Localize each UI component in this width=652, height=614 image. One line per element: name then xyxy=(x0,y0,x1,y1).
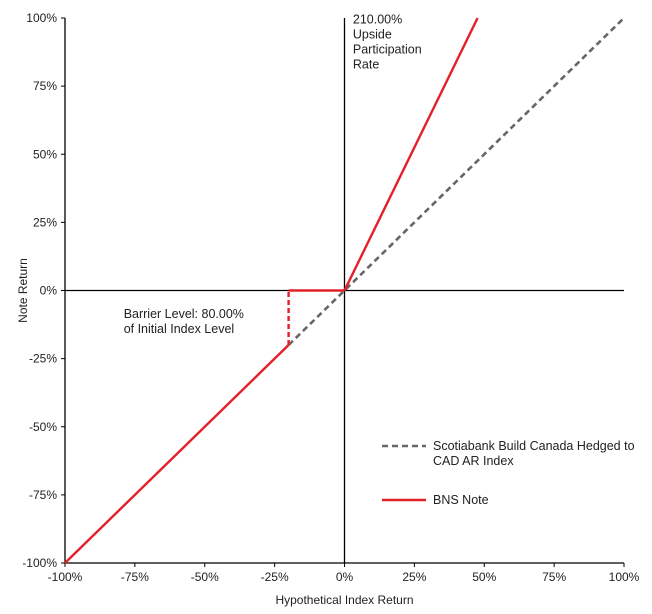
barrier-level-annotation: of Initial Index Level xyxy=(124,322,235,336)
participation-rate-annotation: Upside xyxy=(353,27,392,41)
legend-label: Scotiabank Build Canada Hedged to xyxy=(433,439,635,453)
y-tick-label: -25% xyxy=(29,352,57,366)
x-tick-label: -25% xyxy=(261,570,289,584)
x-axis-title: Hypothetical Index Return xyxy=(275,593,413,607)
y-tick-label: 100% xyxy=(26,11,57,25)
y-tick-label: 50% xyxy=(33,147,57,161)
x-tick-label: 0% xyxy=(336,570,354,584)
x-tick-label: 50% xyxy=(472,570,496,584)
barrier-level-annotation: Barrier Level: 80.00% xyxy=(124,307,244,321)
legend-label: CAD AR Index xyxy=(433,454,514,468)
y-tick-label: 0% xyxy=(40,284,58,298)
note-series-segment xyxy=(64,344,290,564)
y-tick-label: 25% xyxy=(33,215,57,229)
participation-rate-annotation: Participation xyxy=(353,42,422,56)
y-tick-label: -50% xyxy=(29,420,57,434)
x-tick-label: 25% xyxy=(402,570,426,584)
x-tick-label: 100% xyxy=(609,570,640,584)
x-tick-label: 75% xyxy=(542,570,566,584)
y-tick-label: -75% xyxy=(29,488,57,502)
y-axis-title: Note Return xyxy=(16,258,30,323)
y-tick-label: 75% xyxy=(33,79,57,93)
x-tick-label: -100% xyxy=(48,570,83,584)
legend-label: BNS Note xyxy=(433,493,489,507)
note-series-segment xyxy=(343,17,479,292)
participation-rate-annotation: Rate xyxy=(353,57,379,71)
x-tick-label: -75% xyxy=(121,570,149,584)
y-tick-label: -100% xyxy=(22,556,57,570)
x-tick-label: -50% xyxy=(191,570,219,584)
participation-rate-annotation: 210.00% xyxy=(353,12,402,26)
index-series-line xyxy=(287,17,625,346)
